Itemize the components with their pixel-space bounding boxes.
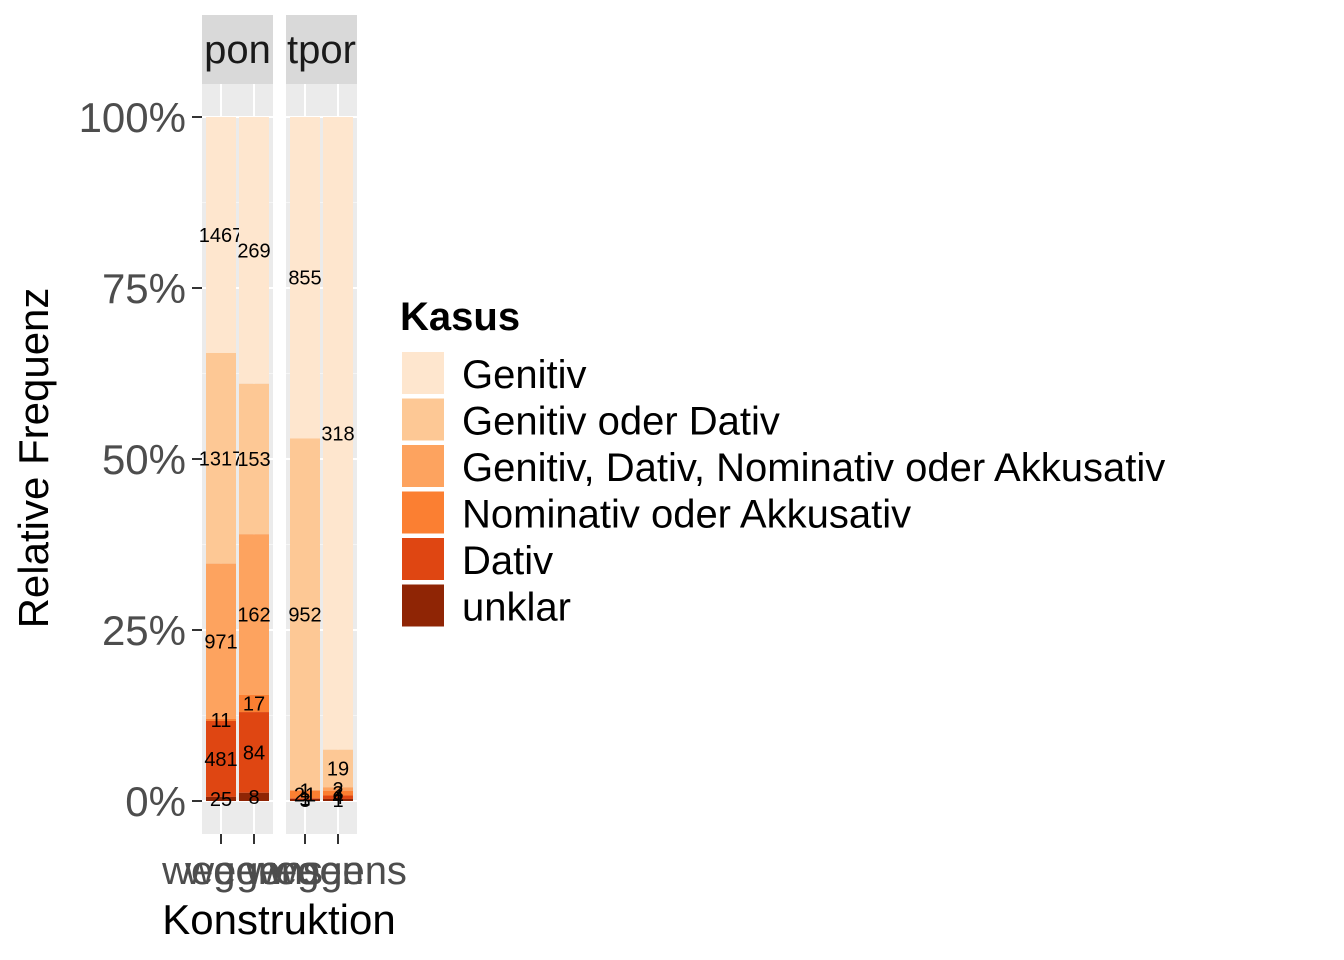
y-tick-label: 0% <box>125 778 186 825</box>
bar-segment <box>239 712 269 793</box>
bar-data-label: 1 <box>299 780 310 802</box>
bar-segment <box>290 790 320 799</box>
legend-key <box>400 536 446 582</box>
bar-data-label: 8 <box>248 787 259 809</box>
legend-key <box>400 443 446 489</box>
facet-strip <box>202 15 273 84</box>
bar-segment <box>206 720 236 797</box>
bar-data-label: 25 <box>210 789 232 811</box>
bar-data-label: 971 <box>204 631 237 653</box>
bar-data-label: 17 <box>243 694 265 716</box>
bar-stack: 269 153 162 17 84 8 <box>237 117 271 809</box>
legend-item: unklar <box>400 582 571 630</box>
legend-key <box>400 489 446 536</box>
bar-segment <box>323 798 353 801</box>
legend-item: Genitiv <box>400 350 587 397</box>
bar-segment <box>290 790 320 791</box>
bar-data-label: 318 <box>321 423 354 445</box>
legend-item: Genitiv, Dativ, Nominativ oder Akkusativ <box>400 443 1165 490</box>
legend-key <box>400 350 446 396</box>
bar-segment <box>323 749 353 788</box>
legend-label: Dativ <box>462 539 553 583</box>
legend-label: unklar <box>462 586 571 630</box>
x-tick-label: wegens <box>184 849 323 893</box>
x-tick-label: wegen <box>245 849 364 893</box>
bar-segment <box>206 352 236 564</box>
x-axis-title: Konstruktion <box>162 896 395 943</box>
facet-strip-label: tpor <box>287 28 356 72</box>
bar-segment <box>206 796 236 801</box>
bar-data-label: 1 <box>299 789 310 811</box>
y-tick-label: 100% <box>79 94 186 141</box>
y-axis: 0% 25% 50% 75% 100% <box>79 94 202 825</box>
bar-segment <box>323 117 353 750</box>
bar-data-label: 162 <box>237 605 270 627</box>
bar-segment <box>323 787 353 791</box>
bar-data-label: 3 <box>299 790 310 812</box>
bar-segment <box>206 117 236 353</box>
legend-key <box>400 396 446 443</box>
bar-segment <box>239 694 269 713</box>
bar-segment <box>290 798 320 799</box>
y-tick-label: 75% <box>102 265 186 312</box>
bar-data-label: 269 <box>237 240 270 262</box>
bar-data-label: 952 <box>288 604 321 626</box>
bar-data-label: 1467 <box>199 225 244 247</box>
bar-segment <box>206 563 236 719</box>
y-tick-label: 50% <box>102 436 186 483</box>
legend-item: Dativ <box>400 536 553 583</box>
legend-label: Nominativ oder Akkusativ <box>462 493 911 537</box>
bar-data-label: 2 <box>332 779 343 801</box>
bar-data-label: 19 <box>327 759 349 781</box>
bar-data-label: 855 <box>288 268 321 290</box>
bar-segment <box>239 792 269 801</box>
bar-segment <box>290 798 320 801</box>
y-axis-title: Relative Frequenz <box>10 288 57 629</box>
facet-strip-label: pon <box>204 28 271 72</box>
bar-data-label: 153 <box>237 449 270 471</box>
bar-segment <box>323 795 353 799</box>
facet-panel: pon 1467 1317 971 11 481 25 269 153 162 17 84 8 <box>199 15 273 834</box>
bar-data-label: 84 <box>243 742 265 764</box>
bar-segment <box>290 117 320 439</box>
bar-segment <box>239 383 269 535</box>
x-tick-label: wegens <box>268 849 407 893</box>
bar-data-label: 1317 <box>199 448 244 470</box>
legend-title: Kasus <box>400 295 520 339</box>
legend-item: Nominativ oder Akkusativ <box>400 489 911 537</box>
legend-item: Genitiv oder Dativ <box>400 396 780 444</box>
bar-data-label: 21 <box>294 785 316 807</box>
legend-label: Genitiv oder Dativ <box>462 400 780 444</box>
bar-data-label: 1 <box>332 790 343 812</box>
bar-data-label: 11 <box>211 710 232 732</box>
bar-segment <box>239 534 269 695</box>
bar-data-label: 3 <box>332 783 343 805</box>
facet-panels: pon 1467 1317 971 11 481 25 269 153 162 17 84 8 tpor 8… <box>199 15 357 834</box>
y-tick-label: 25% <box>102 607 186 654</box>
bar-stack: 1467 1317 971 11 481 25 <box>199 117 244 811</box>
legend-key <box>400 582 446 629</box>
bar-segment <box>239 117 269 384</box>
bar-segment <box>206 718 236 721</box>
bar-data-label: 481 <box>204 749 237 771</box>
bar-data-label: 4 <box>332 787 343 809</box>
bar-segment <box>290 438 320 791</box>
x-tick-label: wegen <box>161 849 280 893</box>
legend-label: Genitiv, Dativ, Nominativ oder Akkusativ <box>462 446 1165 490</box>
bar-segment <box>323 790 353 796</box>
legend-label: Genitiv <box>462 353 587 397</box>
facet-strip <box>286 15 357 84</box>
